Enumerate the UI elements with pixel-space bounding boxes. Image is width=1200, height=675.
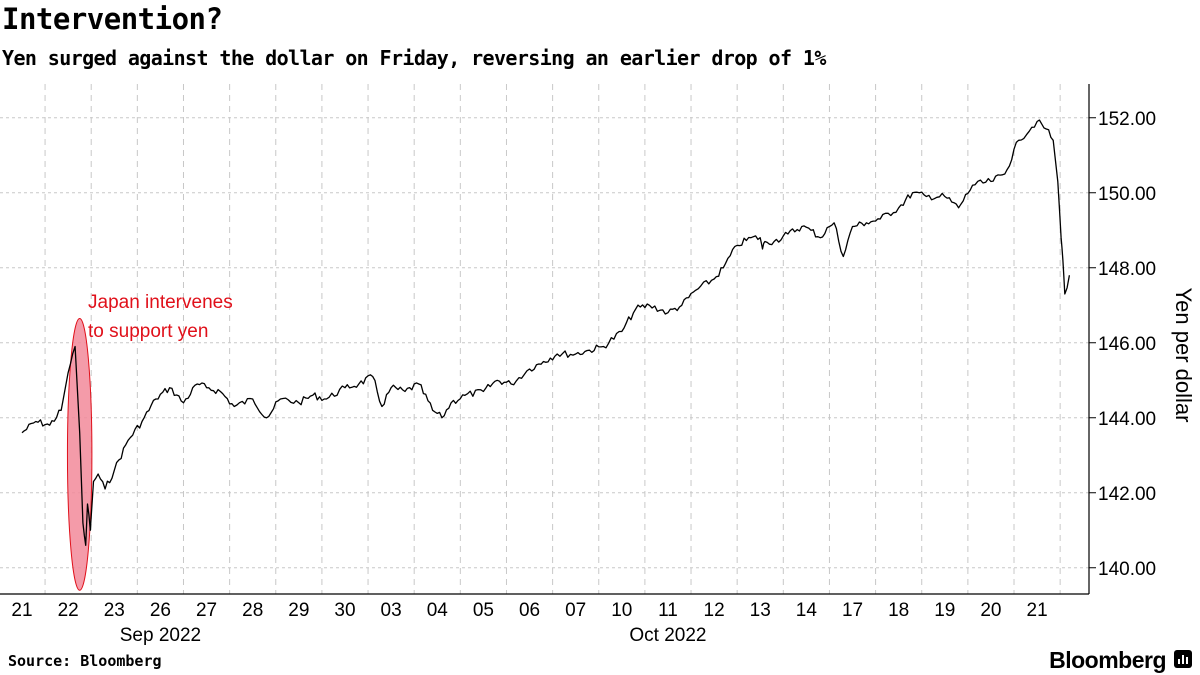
x-tick-label: 18	[888, 600, 909, 621]
vertical-gridlines	[44, 84, 1061, 594]
x-tick-label: 21	[1027, 600, 1048, 621]
chart-subtitle: Yen surged against the dollar on Friday,…	[2, 46, 826, 70]
y-tick-labels: 140.00 142.00 144.00 146.00 148.00 150.00 152.…	[1098, 109, 1156, 580]
month-labels: Sep 2022 Oct 2022	[120, 625, 707, 646]
x-tick-label: 19	[934, 600, 955, 621]
intervention-highlight-ellipse	[66, 318, 93, 591]
x-tick-label: 13	[750, 600, 771, 621]
x-tick-label: 27	[196, 600, 217, 621]
y-tick-label: 146.00	[1098, 334, 1156, 355]
month-label: Sep 2022	[120, 625, 201, 646]
x-tick-label: 04	[427, 600, 449, 621]
source-note: Source: Bloomberg	[8, 652, 162, 670]
bloomberg-logo-text: Bloomberg	[1049, 647, 1166, 673]
price-line-layer	[21, 119, 1071, 546]
x-tick-label: 28	[242, 600, 263, 621]
annotation-line-2: to support yen	[88, 321, 208, 342]
y-tick-label: 148.00	[1098, 259, 1156, 280]
y-axis-label: Yen per dollar	[1171, 288, 1196, 423]
axes	[0, 84, 1096, 595]
month-label: Oct 2022	[629, 625, 706, 646]
x-tick-label: 03	[381, 600, 402, 621]
x-tick-label: 26	[150, 600, 171, 621]
x-tick-label: 12	[704, 600, 725, 621]
x-tick-label: 23	[104, 600, 125, 621]
usdjpy-price-line	[21, 119, 1071, 546]
x-tick-label: 22	[58, 600, 79, 621]
y-tick-label: 152.00	[1098, 109, 1156, 130]
x-tick-label: 30	[334, 600, 355, 621]
y-tick-label: 142.00	[1098, 484, 1156, 505]
chart-title: Intervention?	[2, 2, 223, 36]
y-tick-label: 150.00	[1098, 184, 1156, 205]
horizontal-gridlines	[0, 117, 1089, 569]
x-tick-label: 17	[842, 600, 863, 621]
x-tick-label: 20	[980, 600, 1001, 621]
bloomberg-logo-icon	[1174, 650, 1192, 668]
x-tick-label: 11	[658, 600, 678, 621]
x-tick-label: 06	[519, 600, 540, 621]
x-tick-label: 10	[611, 600, 632, 621]
y-tick-label: 140.00	[1098, 559, 1156, 580]
y-tick-label: 144.00	[1098, 409, 1156, 430]
x-tick-label: 05	[473, 600, 494, 621]
x-tick-label: 21	[11, 600, 32, 621]
x-tick-label: 14	[796, 600, 818, 621]
x-tick-labels: 21 22 23 26 27 28 29 30 03 04 05 06 07 10 11 12 13 14 17 18…	[11, 600, 1047, 621]
annotation-line-1: Japan intervenes	[88, 292, 233, 313]
x-tick-label: 07	[565, 600, 586, 621]
x-tick-label: 29	[288, 600, 309, 621]
